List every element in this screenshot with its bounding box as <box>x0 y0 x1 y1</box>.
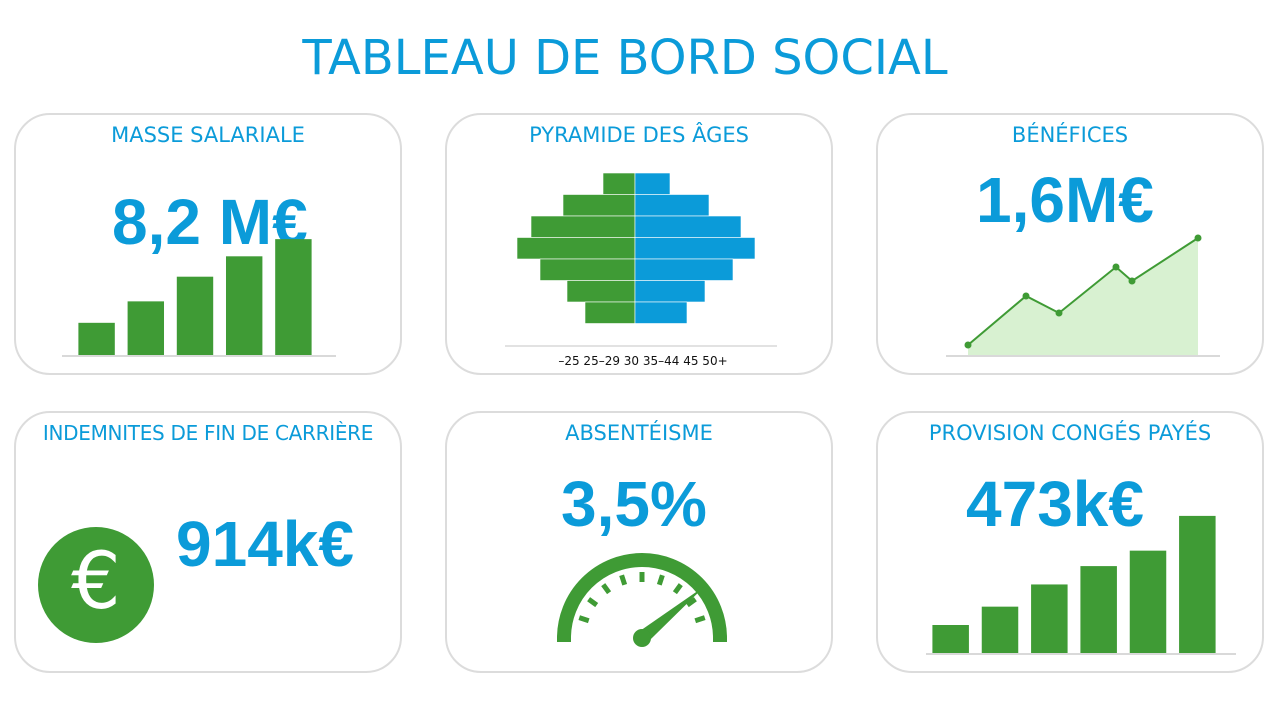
benefices-value: 1,6M€ <box>976 164 1154 236</box>
area-fill <box>968 238 1198 355</box>
card-masse-salariale: MASSE SALARIALE 8,2 M€ <box>14 113 402 375</box>
card-benefices: BÉNÉFICES 1,6M€ <box>876 113 1264 375</box>
bar <box>225 256 263 355</box>
bar-right <box>634 237 756 260</box>
bar <box>1031 584 1068 653</box>
bar-left <box>539 258 636 281</box>
gauge-tick <box>656 574 665 586</box>
speedometer-icon <box>557 553 727 647</box>
bar <box>932 625 969 653</box>
provision-value: 473k€ <box>966 468 1144 540</box>
card-title: BÉNÉFICES <box>1011 123 1129 147</box>
card-title: PROVISION CONGÉS PAYÉS <box>928 421 1212 445</box>
masse-salariale-chart <box>62 239 336 357</box>
data-point <box>1194 234 1202 242</box>
bar-left <box>602 172 636 195</box>
bar-left <box>584 301 636 324</box>
provision-chart <box>926 515 1236 655</box>
gauge-tick <box>672 583 683 595</box>
card-title: INDEMNITES DE FIN DE CARRIÈRE <box>42 421 374 445</box>
tick-labels: –25 25–29 30 35–44 45 50+ <box>558 354 727 368</box>
gauge-tick <box>685 597 697 608</box>
bar <box>275 239 312 355</box>
bar-left <box>530 215 636 238</box>
bar-left <box>562 194 636 217</box>
series-line <box>967 237 1199 346</box>
bar <box>127 301 165 355</box>
indemnites-value: 914k€ <box>176 508 354 580</box>
bar <box>1129 550 1167 653</box>
benefices-chart <box>946 234 1220 357</box>
bar-right <box>634 301 688 324</box>
card-provision-conges-payes: PROVISION CONGÉS PAYÉS 473k€ <box>876 411 1264 673</box>
gauge-arc <box>557 553 727 639</box>
card-absenteisme: ABSENTÉISME 3,5% <box>445 411 833 673</box>
gauge-tick <box>578 615 590 624</box>
gauge-leg-left <box>557 638 571 642</box>
gauge-tick <box>601 583 612 595</box>
bar-right <box>634 258 734 281</box>
euro-coin-icon: € <box>38 527 154 643</box>
gauge-hub <box>633 629 651 647</box>
data-point <box>1128 277 1136 285</box>
card-pyramide-des-ages: PYRAMIDE DES ÂGES –25 25–29 30 35–44 45 … <box>445 113 833 375</box>
gauge-tick <box>694 615 706 624</box>
bar <box>1179 515 1216 653</box>
data-point <box>1055 309 1063 317</box>
bar-right <box>634 280 706 303</box>
card-title: ABSENTÉISME <box>565 421 713 445</box>
absenteisme-value: 3,5% <box>561 468 707 540</box>
data-point <box>1022 292 1030 300</box>
gauge-tick <box>587 597 599 608</box>
page-title: TABLEAU DE BORD SOCIAL <box>302 30 948 86</box>
bar <box>176 276 214 355</box>
bar-left <box>516 237 636 260</box>
data-point <box>964 341 972 349</box>
bar <box>981 606 1019 653</box>
pyramide-chart: –25 25–29 30 35–44 45 50+ <box>505 172 777 368</box>
bar-left <box>566 280 636 303</box>
euro-glyph: € <box>71 537 121 627</box>
card-title: MASSE SALARIALE <box>111 123 305 147</box>
card-title: PYRAMIDE DES ÂGES <box>529 123 749 147</box>
bar <box>78 322 115 355</box>
bar-right <box>634 172 671 195</box>
bar-right <box>634 194 710 217</box>
masse-salariale-value: 8,2 M€ <box>112 186 308 258</box>
data-point <box>1112 263 1120 271</box>
bar <box>1080 566 1117 653</box>
gauge-tick <box>619 574 628 586</box>
gauge-needle <box>637 585 706 644</box>
gauge-leg-right <box>713 638 727 642</box>
card-indemnites: INDEMNITES DE FIN DE CARRIÈRE € 914k€ <box>14 411 402 673</box>
bar-right <box>634 215 742 238</box>
